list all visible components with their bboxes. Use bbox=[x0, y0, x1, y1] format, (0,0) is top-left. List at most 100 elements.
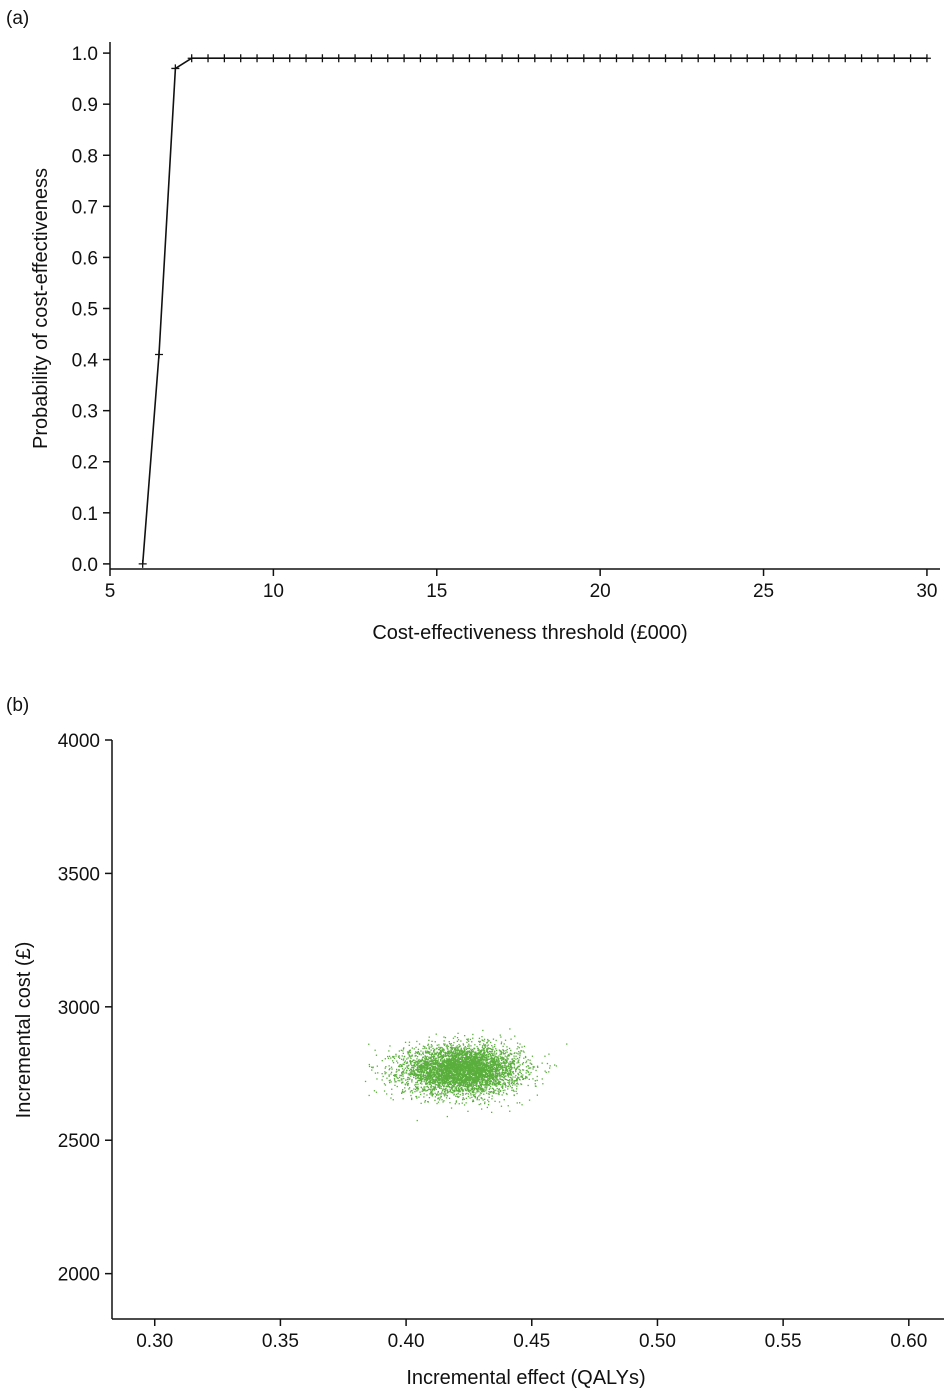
panel-b-data-point bbox=[442, 1079, 444, 1081]
panel-b-data-point bbox=[434, 1063, 436, 1066]
panel-b-data-point bbox=[519, 1102, 521, 1104]
panel-b-data-point bbox=[459, 1062, 461, 1064]
panel-b-data-point bbox=[399, 1064, 401, 1066]
panel-b-data-point bbox=[455, 1093, 458, 1095]
panel-b-data-point bbox=[456, 1055, 458, 1057]
panel-b-data-point bbox=[431, 1045, 433, 1047]
panel-b-data-point bbox=[534, 1083, 536, 1085]
panel-b-data-point bbox=[457, 1059, 459, 1061]
panel-b-data-point bbox=[497, 1075, 499, 1077]
panel-b-data-point bbox=[525, 1061, 527, 1064]
panel-b-data-point bbox=[413, 1076, 415, 1079]
panel-b-data-point bbox=[480, 1074, 483, 1076]
panel-b-data-point bbox=[471, 1061, 473, 1063]
panel-b-data-point bbox=[458, 1046, 460, 1048]
panel-b-data-point bbox=[508, 1070, 511, 1072]
panel-b-data-point bbox=[508, 1055, 510, 1057]
panel-b-data-point bbox=[414, 1091, 416, 1093]
panel-b-data-point bbox=[508, 1081, 511, 1083]
panel-b-data-point bbox=[435, 1088, 437, 1090]
panel-b-data-point bbox=[427, 1061, 429, 1063]
panel-b-data-point bbox=[451, 1071, 453, 1074]
panel-b-data-point bbox=[405, 1062, 407, 1064]
panel-b-data-point bbox=[435, 1080, 437, 1082]
panel-b-data-point bbox=[396, 1085, 398, 1088]
panel-b-data-point bbox=[487, 1053, 489, 1056]
panel-b-data-point bbox=[417, 1073, 419, 1075]
panel-b-data-point bbox=[426, 1079, 428, 1082]
panel-b-data-point bbox=[418, 1062, 420, 1064]
panel-b-data-point bbox=[496, 1056, 498, 1058]
panel-b-data-point bbox=[422, 1088, 424, 1090]
panel-b-data-point bbox=[497, 1057, 499, 1059]
panel-b-data-point bbox=[448, 1069, 450, 1071]
panel-b-data-point bbox=[470, 1060, 473, 1062]
panel-b-data-point bbox=[487, 1076, 489, 1078]
panel-b-data-point bbox=[472, 1066, 474, 1068]
panel-b-data-point bbox=[451, 1085, 454, 1087]
panel-b-data-point bbox=[466, 1085, 468, 1087]
panel-b-data-point bbox=[424, 1061, 427, 1063]
panel-b-data-point bbox=[444, 1069, 446, 1071]
panel-b-data-point bbox=[486, 1045, 488, 1047]
panel-b-data-point bbox=[487, 1055, 490, 1057]
panel-b-data-point bbox=[507, 1079, 509, 1081]
panel-b-data-point bbox=[554, 1064, 556, 1066]
panel-b-data-point bbox=[421, 1066, 424, 1068]
panel-b-data-point bbox=[450, 1049, 452, 1051]
panel-b-data-point bbox=[461, 1067, 463, 1070]
panel-b-data-point bbox=[517, 1053, 519, 1055]
panel-b-data-point bbox=[486, 1042, 489, 1044]
panel-b-data-point bbox=[471, 1075, 473, 1078]
panel-b-data-point bbox=[480, 1061, 482, 1063]
panel-b-data-point bbox=[433, 1063, 436, 1065]
panel-b-data-point bbox=[488, 1062, 490, 1065]
panel-b-data-point bbox=[486, 1106, 488, 1109]
panel-b-data-point bbox=[491, 1050, 493, 1052]
panel-b-data-point bbox=[438, 1068, 441, 1070]
panel-b-data-point bbox=[476, 1088, 478, 1091]
panel-b-data-point bbox=[466, 1064, 468, 1066]
panel-b-data-point bbox=[483, 1038, 486, 1040]
panel-b-data-point bbox=[472, 1086, 474, 1088]
panel-b-data-point bbox=[494, 1056, 496, 1058]
panel-b-data-point bbox=[459, 1094, 461, 1096]
panel-b-data-point bbox=[462, 1090, 464, 1092]
panel-b-data-point bbox=[486, 1057, 488, 1059]
panel-b-data-point bbox=[501, 1065, 503, 1067]
panel-b-data-point bbox=[410, 1057, 412, 1059]
panel-b-data-point bbox=[463, 1083, 465, 1085]
panel-b-data-point bbox=[482, 1052, 484, 1055]
panel-b-data-point bbox=[455, 1101, 457, 1103]
panel-b-data-point bbox=[504, 1064, 506, 1066]
panel-b-data-point bbox=[454, 1086, 456, 1088]
panel-b-data-point bbox=[493, 1062, 496, 1064]
panel-b-data-point bbox=[457, 1039, 460, 1041]
panel-b-data-point bbox=[448, 1050, 450, 1053]
panel-b-data-point bbox=[442, 1064, 444, 1066]
panel-b-data-point bbox=[374, 1049, 376, 1051]
panel-b-data-point bbox=[372, 1066, 374, 1068]
panel-b-data-point bbox=[456, 1045, 458, 1047]
panel-b-data-point bbox=[485, 1085, 487, 1087]
panel-b-data-point bbox=[487, 1038, 489, 1041]
panel-b-data-point bbox=[466, 1082, 468, 1084]
panel-b-data-point bbox=[438, 1046, 440, 1048]
panel-b-data-point bbox=[452, 1081, 454, 1083]
panel-b-data-point bbox=[452, 1064, 454, 1067]
panel-b-data-point bbox=[466, 1079, 468, 1082]
panel-b-data-point bbox=[432, 1067, 435, 1069]
panel-b-data-point bbox=[480, 1050, 483, 1052]
panel-b-data-point bbox=[432, 1094, 434, 1096]
panel-b-data-point bbox=[441, 1049, 443, 1051]
panel-b-data-point bbox=[503, 1043, 505, 1045]
panel-b-data-point bbox=[498, 1083, 501, 1085]
panel-b-y-tick-label: 3500 bbox=[58, 864, 100, 885]
panel-b-data-point bbox=[470, 1048, 472, 1050]
panel-b-data-point bbox=[427, 1043, 429, 1045]
panel-b-data-point bbox=[453, 1085, 455, 1087]
panel-b-data-point bbox=[445, 1082, 447, 1084]
panel-b-data-point bbox=[492, 1082, 494, 1084]
panel-b-data-point bbox=[481, 1076, 483, 1078]
panel-b-data-point bbox=[417, 1083, 419, 1085]
